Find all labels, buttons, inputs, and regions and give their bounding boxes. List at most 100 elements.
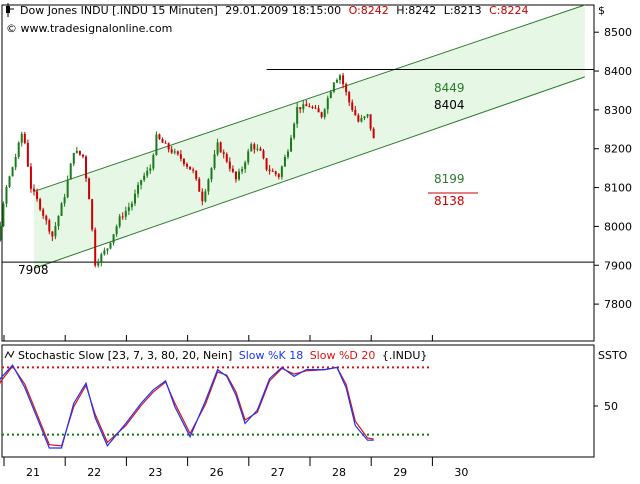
- candle-body: [198, 178, 201, 192]
- ssto-axis-label: SSTO: [598, 349, 628, 362]
- candle-body: [11, 167, 14, 177]
- level-annotations: 8449 8404 8199 8138 7908: [18, 81, 478, 277]
- x-tick-label: 27: [271, 466, 285, 479]
- candle-body: [317, 108, 320, 113]
- candle-body: [244, 162, 247, 170]
- open-value: O:8242: [349, 4, 389, 17]
- candle-body: [256, 148, 259, 150]
- y-tick-label: 8000: [604, 220, 632, 233]
- candle-body: [302, 104, 305, 110]
- high-value: H:8242: [396, 4, 436, 17]
- candle-body: [176, 151, 179, 155]
- candle-body: [5, 187, 8, 204]
- candle-body: [106, 248, 109, 251]
- candle-body: [109, 242, 112, 249]
- slow-k-line: [0, 364, 374, 449]
- candle-body: [42, 209, 45, 216]
- candle-body: [88, 178, 91, 200]
- candle-body: [247, 151, 250, 163]
- candle-body: [173, 151, 176, 153]
- candle-body: [179, 154, 182, 159]
- stochastic-header: Stochastic Slow [23, 7, 3, 80, 20, Nein]…: [4, 349, 628, 413]
- candle-body: [45, 215, 48, 221]
- candle-body: [48, 220, 51, 232]
- level-7908: 7908: [18, 263, 49, 277]
- level-8404: 8404: [434, 98, 465, 112]
- slow-d-line: [0, 365, 374, 447]
- copyright-text: © www.tradesignalonline.com: [6, 22, 172, 35]
- y-tick-label: 8500: [604, 26, 632, 39]
- candle-body: [210, 168, 213, 180]
- x-tick-label: 21: [26, 466, 40, 479]
- candle-body: [137, 184, 140, 194]
- candle-body: [164, 142, 167, 144]
- candle-body: [72, 152, 75, 164]
- candle-body: [342, 75, 345, 85]
- candle-body: [259, 148, 262, 151]
- trend-channel: [33, 4, 585, 269]
- candle-body: [124, 210, 127, 217]
- candle-body: [219, 142, 222, 153]
- instrument-title: Dow Jones INDU [.INDU 15 Minuten]: [20, 4, 218, 17]
- candle-body: [51, 231, 54, 237]
- candle-body: [253, 144, 256, 150]
- level-8138: 8138: [434, 194, 465, 208]
- candle-body: [0, 226, 2, 241]
- candle-body: [305, 104, 308, 107]
- header-bar: Dow Jones INDU [.INDU 15 Minuten] 29.01.…: [6, 3, 605, 35]
- candle-body: [66, 179, 69, 198]
- candle-body: [357, 115, 360, 122]
- candle-body: [81, 154, 84, 157]
- y-tick-label: 7800: [604, 298, 632, 311]
- candle-body: [274, 171, 277, 175]
- grid-lines: [3, 335, 433, 341]
- candle-body: [345, 84, 348, 93]
- low-value: L:8213: [444, 4, 482, 17]
- candle-body: [354, 109, 357, 116]
- candle-body: [326, 98, 329, 110]
- candle-body: [57, 215, 60, 227]
- candle-body: [360, 118, 363, 122]
- currency-label: $: [598, 4, 605, 17]
- candle-body: [231, 168, 234, 172]
- candle-body: [33, 188, 35, 192]
- candle-body: [311, 107, 314, 109]
- candle-body: [85, 156, 88, 179]
- candle-body: [78, 150, 81, 155]
- candle-body: [118, 216, 121, 227]
- candle-body: [91, 199, 94, 230]
- stochastic-symbol: {.INDU}: [382, 349, 428, 362]
- level-8199: 8199: [434, 172, 465, 186]
- horizontal-lines: [2, 68, 594, 263]
- candle-body: [146, 170, 149, 176]
- channel-lower-line: [33, 76, 585, 269]
- x-tick-label: 26: [210, 466, 224, 479]
- candle-body: [127, 207, 130, 211]
- candle-body: [112, 234, 115, 243]
- candle-body: [314, 107, 317, 109]
- candle-body: [20, 133, 23, 143]
- candle-body: [103, 250, 106, 255]
- candle-body: [320, 112, 323, 118]
- candle-body: [63, 197, 66, 204]
- candle-body: [234, 171, 237, 180]
- candle-body: [26, 143, 29, 167]
- candle-body: [167, 143, 170, 150]
- candle-body: [170, 149, 173, 153]
- candle-body: [192, 169, 195, 171]
- candle-body: [262, 150, 265, 159]
- candle-body: [23, 133, 26, 144]
- candle-body: [283, 156, 286, 167]
- candle-body: [238, 171, 241, 180]
- candle-body: [265, 158, 268, 170]
- y-tick-label: 7900: [604, 259, 632, 272]
- candle-body: [143, 175, 146, 181]
- candle-body: [130, 203, 133, 208]
- candle-body: [228, 161, 231, 169]
- candle-body: [308, 106, 311, 108]
- candle-body: [115, 226, 118, 235]
- stochastic-panel[interactable]: [1, 344, 595, 458]
- level-8449: 8449: [434, 81, 465, 95]
